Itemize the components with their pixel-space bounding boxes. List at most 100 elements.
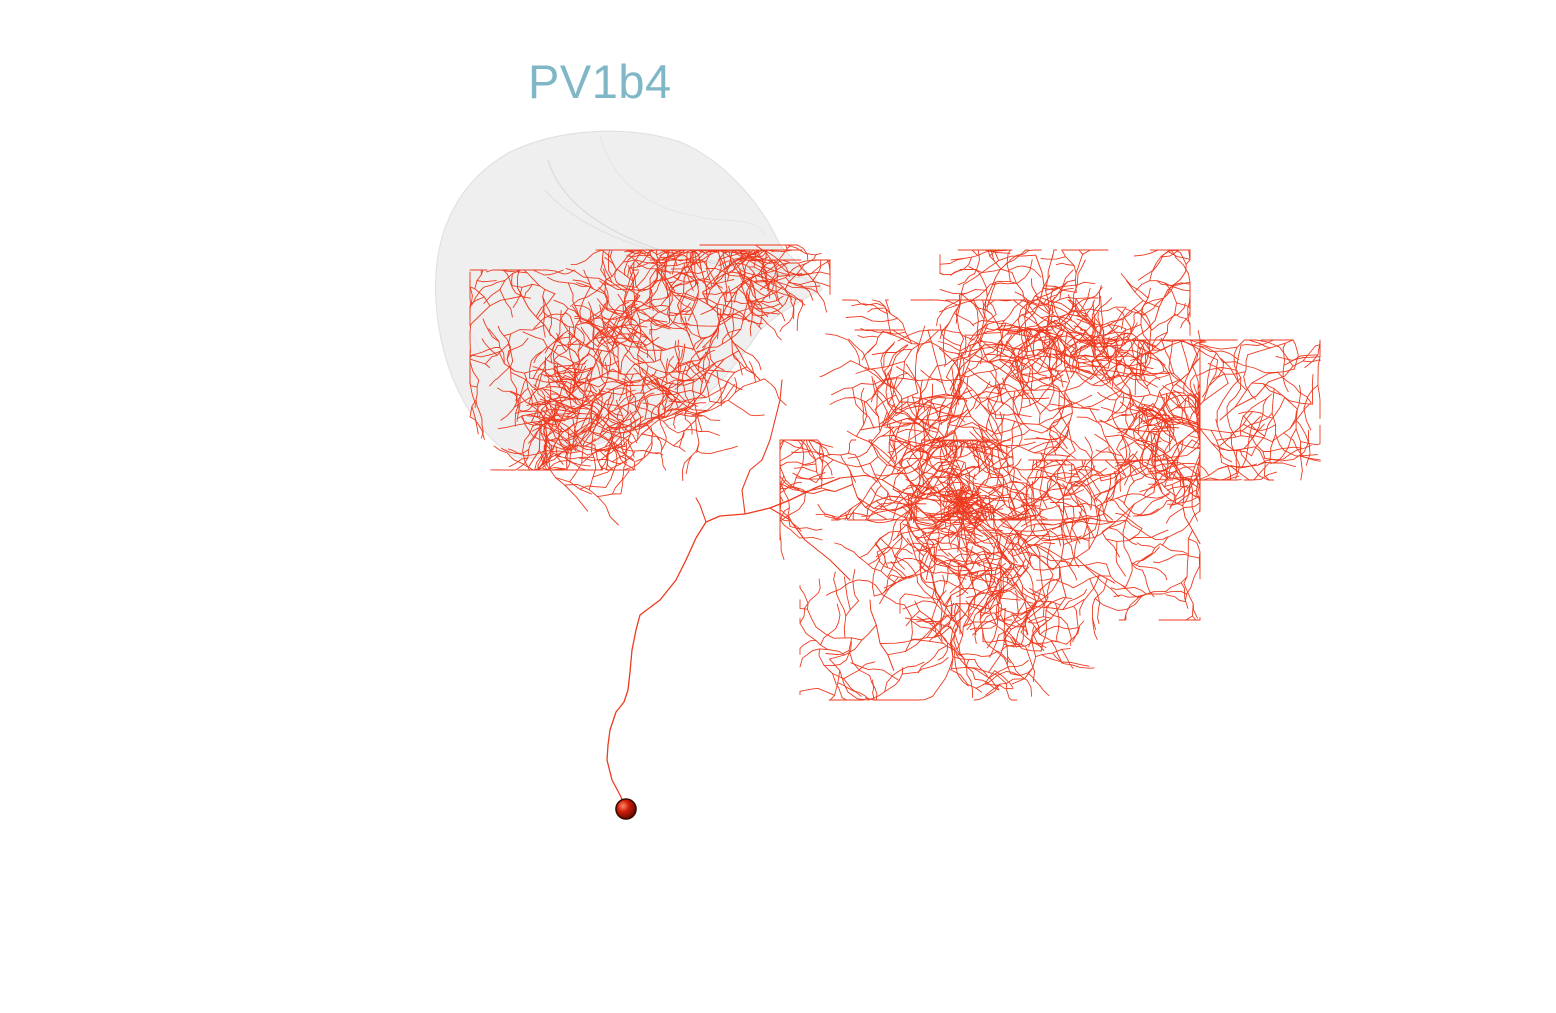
neurite-branch: [1181, 583, 1188, 609]
neurite-branch: [1007, 250, 1012, 282]
neurite-branch: [1074, 466, 1104, 475]
neurite-branch: [848, 440, 856, 453]
neurite-branch: [905, 605, 913, 652]
neurite-branch: [957, 285, 964, 339]
neurite-branch: [1062, 649, 1073, 668]
neurite-branch: [797, 300, 802, 330]
neurite-branch: [958, 250, 978, 256]
neurite-branch: [950, 644, 975, 680]
neurite-branch: [1102, 492, 1154, 532]
neurite-branch: [612, 455, 624, 462]
neurite-branch: [1303, 360, 1320, 362]
soma[interactable]: [616, 799, 636, 819]
neurite-branch: [806, 440, 822, 480]
neurite-branch: [1137, 543, 1155, 548]
neurite-branch: [579, 458, 607, 460]
neurite-branch: [1181, 295, 1190, 328]
neurite-branch: [1075, 250, 1090, 292]
neurite-branch: [1175, 250, 1186, 272]
neurite-branch: [780, 526, 784, 560]
neurite-branch: [1085, 448, 1107, 469]
neurite-branch: [1183, 290, 1190, 295]
neurite-branch: [1050, 518, 1068, 520]
neurite-branch: [642, 434, 685, 451]
neurite-branch: [830, 398, 878, 417]
neurite-branch: [835, 543, 873, 568]
neurite-branch: [881, 342, 895, 382]
neurite-branch: [957, 613, 971, 650]
neurite-branch: [898, 697, 933, 700]
neurite-branch: [951, 250, 994, 260]
neurite-branch: [872, 350, 911, 355]
neurite-branch: [1066, 621, 1084, 644]
neurite-branch: [636, 436, 652, 461]
neurite-branch: [949, 669, 981, 692]
neurite-branch: [1162, 511, 1199, 545]
neurite-branch: [900, 594, 905, 614]
neurite-branch: [1097, 319, 1123, 326]
neurite-branch: [800, 600, 807, 609]
neurite-branch: [1076, 558, 1119, 597]
neurite-branch: [847, 431, 895, 465]
neurite-branch: [826, 334, 860, 365]
neurite-branch: [873, 559, 881, 596]
neurite-branch: [1037, 546, 1047, 601]
neurite-branch: [1089, 408, 1109, 450]
neurite-branch: [963, 622, 997, 627]
neurite-branch: [800, 649, 845, 667]
neurite-branch: [947, 385, 959, 437]
neurite-branch: [686, 443, 699, 474]
neurite-branch: [1126, 563, 1133, 587]
neurite-branch: [855, 519, 910, 520]
neurite-branch: [949, 603, 954, 626]
neurite-branch: [1093, 618, 1098, 639]
neurite-branch: [1078, 360, 1146, 366]
neurite-branch: [1252, 398, 1285, 456]
neurite-branch: [1153, 555, 1199, 563]
neurite-branch: [1062, 250, 1076, 273]
neurite-branch: [870, 600, 894, 670]
neurite-branch: [1252, 383, 1298, 409]
neurite-branch: [1188, 383, 1228, 423]
neurite-branch: [937, 300, 969, 326]
neurite-branch: [846, 316, 897, 321]
neurite-branch: [780, 462, 815, 466]
neurite-branch: [1041, 602, 1051, 651]
neurite-branch: [1223, 362, 1278, 373]
neurite-branch: [903, 601, 936, 609]
neurite-branch: [830, 625, 877, 659]
neurite-branch: [1150, 250, 1173, 281]
neurite-branch: [940, 255, 944, 275]
neurite-branch: [1244, 355, 1256, 399]
neurite-branch: [905, 618, 930, 620]
neurite-branch: [800, 537, 823, 540]
neurite-branch: [891, 440, 897, 468]
neurite-branch: [834, 572, 846, 616]
neurite-branch: [954, 629, 966, 668]
neurite-branch: [821, 604, 841, 645]
neurite-branch: [1156, 440, 1192, 473]
neurite-branch: [932, 658, 953, 696]
neurite-branch: [1254, 397, 1268, 437]
neurite-branch: [952, 667, 1007, 684]
neurite-branch: [861, 388, 864, 425]
neurite-branch: [1021, 371, 1059, 409]
neurite-branch: [1170, 250, 1190, 282]
neurite-branch: [1258, 462, 1296, 466]
neurite-branch: [1107, 312, 1132, 334]
neurite-branch: [833, 674, 865, 701]
neurite-branch: [1109, 528, 1137, 545]
neurite-branch: [1095, 597, 1141, 611]
neurite-branch: [1047, 542, 1053, 575]
neurite-branch: [1159, 616, 1192, 620]
neurite-branch: [796, 440, 815, 460]
neurite-branch: [1106, 528, 1142, 541]
neurite-branch: [888, 378, 897, 404]
neuron-type-title: PV1b4: [528, 58, 672, 105]
neurite-branch: [869, 537, 903, 564]
neurite-branch: [696, 498, 706, 522]
neurite-branch: [1030, 555, 1073, 566]
neurite-branch: [1147, 375, 1170, 387]
neurite-branch: [1056, 263, 1074, 265]
